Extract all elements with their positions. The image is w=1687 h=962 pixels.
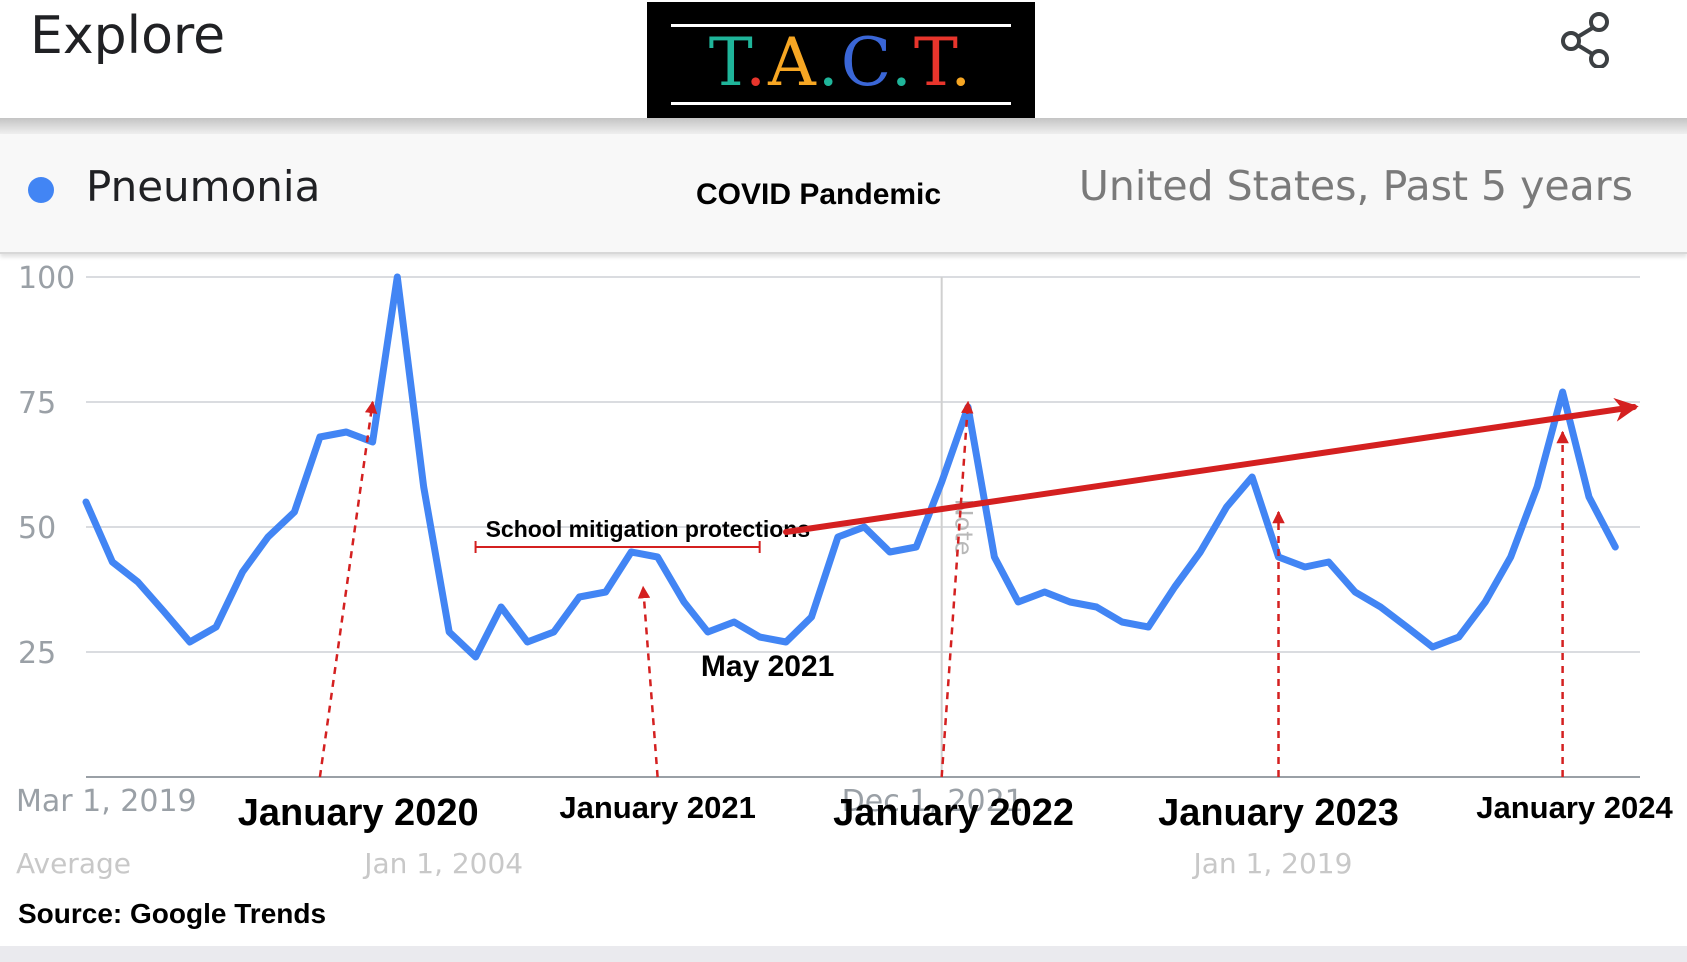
top-bar: Explore T.A.C.T. <box>0 0 1687 122</box>
faded-axis-label: Jan 1, 2019 <box>1192 847 1353 880</box>
legend-bar <box>0 134 1687 254</box>
marker-label: January 2020 <box>238 792 479 834</box>
source-caption: Source: Google Trends <box>18 898 327 929</box>
chart-title: COVID Pandemic <box>696 178 942 211</box>
y-tick-label: 100 <box>18 261 75 296</box>
marker-label: January 2022 <box>833 792 1074 834</box>
dashed-marker-arrow <box>940 400 974 778</box>
span-label: School mitigation protections <box>486 516 811 542</box>
marker-label: January 2021 <box>559 790 755 825</box>
faded-axis-label: Jan 1, 2004 <box>362 847 523 880</box>
x-tick-label: Mar 1, 2019 <box>16 784 197 819</box>
series-line-pneumonia <box>82 273 1619 661</box>
dashed-marker-arrow <box>637 585 659 778</box>
point-label: May 2021 <box>701 650 834 683</box>
y-tick-label: 50 <box>18 511 56 546</box>
y-tick-label: 25 <box>18 636 56 671</box>
trend-arrow <box>783 397 1639 535</box>
header-shadow <box>0 118 1687 136</box>
search-term[interactable]: Pneumonia <box>86 162 321 211</box>
page-title: Explore <box>30 6 226 66</box>
x-tick-label: Dec 1, 2021 <box>842 784 1024 819</box>
logo-text: T.A.C.T. <box>708 24 974 101</box>
dashed-marker-arrow <box>318 400 378 778</box>
footer-band <box>0 946 1687 962</box>
logo-rule-bottom <box>671 102 1011 105</box>
marker-label: January 2024 <box>1476 790 1673 825</box>
series-color-dot <box>28 177 54 203</box>
y-tick-label: 75 <box>18 386 56 421</box>
logo-rule-top <box>671 24 1011 27</box>
marker-label: January 2023 <box>1158 792 1399 834</box>
faded-axis-label: Average <box>16 847 131 880</box>
share-icon[interactable] <box>1557 8 1613 69</box>
region-timeframe[interactable]: United States, Past 5 years <box>1078 162 1633 210</box>
tact-logo: T.A.C.T. <box>647 2 1035 120</box>
